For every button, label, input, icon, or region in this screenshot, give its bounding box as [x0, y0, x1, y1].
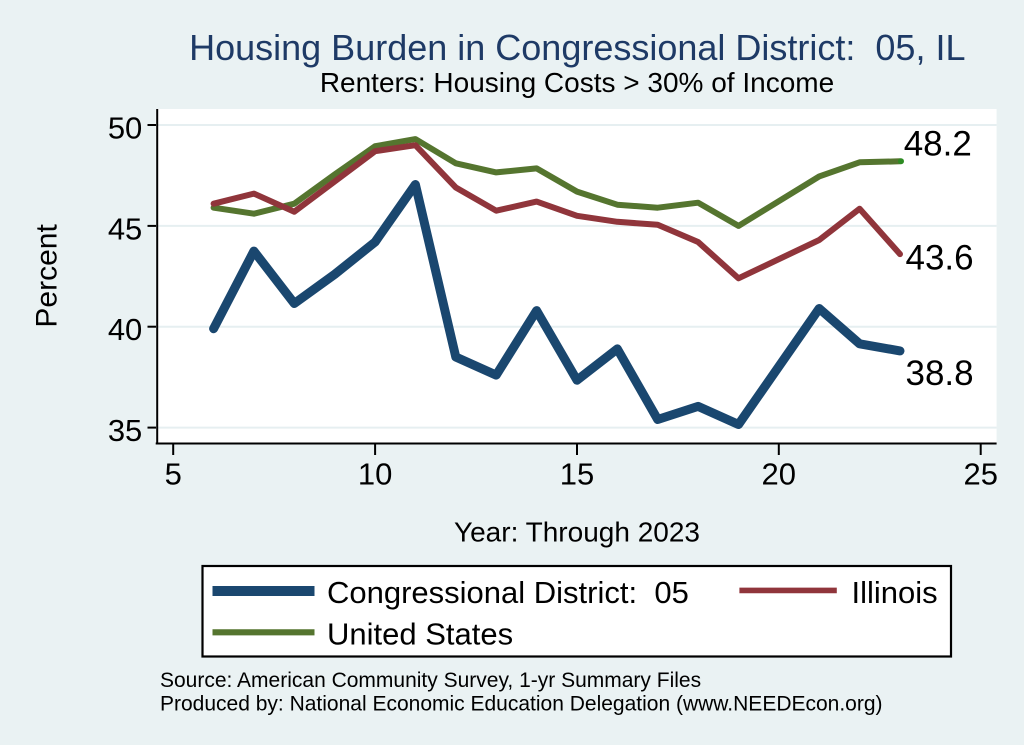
svg-text:40: 40 [108, 312, 142, 347]
svg-text:20: 20 [762, 457, 796, 492]
svg-text:45: 45 [108, 211, 142, 246]
svg-text:15: 15 [560, 457, 594, 492]
svg-text:38.8: 38.8 [906, 354, 974, 393]
svg-text:43.6: 43.6 [906, 239, 974, 278]
svg-text:48.2: 48.2 [904, 124, 972, 163]
svg-text:Housing Burden in Congressiona: Housing Burden in Congressional District… [189, 27, 965, 68]
svg-text:Congressional District: 05: Congressional District: 05 [327, 575, 689, 610]
svg-text:Percent: Percent [31, 224, 64, 328]
svg-text:35: 35 [108, 413, 142, 448]
svg-text:Year: Through 2023: Year: Through 2023 [454, 517, 700, 548]
svg-text:Source: American Community Sur: Source: American Community Survey, 1-yr … [160, 669, 701, 692]
svg-text:Renters: Housing Costs > 30% o: Renters: Housing Costs > 30% of Income [320, 67, 834, 98]
svg-text:25: 25 [963, 457, 997, 492]
svg-text:United States: United States [327, 616, 513, 651]
svg-text:50: 50 [108, 111, 142, 146]
svg-text:Produced by: National Economic: Produced by: National Economic Education… [160, 693, 883, 716]
svg-text:5: 5 [165, 457, 182, 492]
svg-text:Illinois: Illinois [852, 575, 938, 610]
svg-text:10: 10 [358, 457, 392, 492]
